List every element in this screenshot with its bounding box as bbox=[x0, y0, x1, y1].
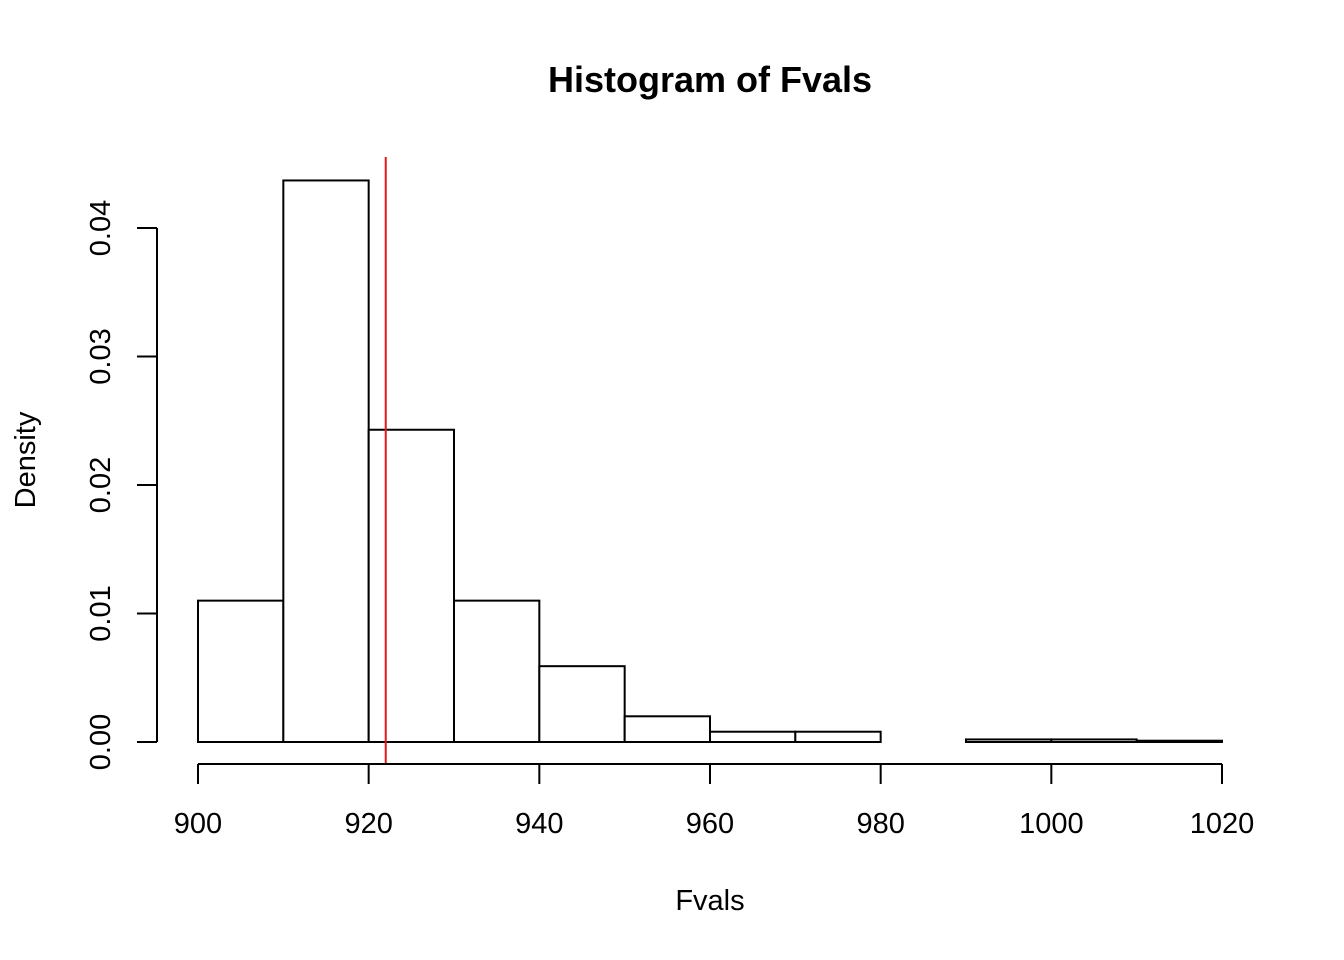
x-tick-label: 980 bbox=[856, 808, 904, 840]
x-axis-label: Fvals bbox=[675, 885, 744, 917]
histogram-bar bbox=[453, 599, 541, 744]
y-tick-label: 0.01 bbox=[85, 585, 117, 641]
x-tick-label: 960 bbox=[686, 808, 734, 840]
histogram-bar bbox=[623, 715, 712, 743]
y-tick-label: 0.02 bbox=[85, 457, 117, 513]
x-tick-label: 900 bbox=[174, 808, 222, 840]
histogram-bar bbox=[794, 730, 882, 743]
y-tick-label: 0.00 bbox=[85, 714, 117, 770]
histogram-bar bbox=[1050, 738, 1138, 743]
histogram-bar bbox=[709, 730, 797, 743]
chart-title: Histogram of Fvals bbox=[548, 59, 872, 100]
y-tick-label: 0.04 bbox=[85, 200, 117, 256]
x-tick-label: 1000 bbox=[1019, 808, 1084, 840]
y-tick-label: 0.03 bbox=[85, 328, 117, 384]
histogram-bar bbox=[538, 665, 626, 743]
x-tick-label: 920 bbox=[344, 808, 392, 840]
histogram-bar bbox=[965, 738, 1053, 743]
x-axis: 900 920 940 960 980 1000 1020 bbox=[174, 763, 1255, 840]
x-tick-label: 940 bbox=[515, 808, 563, 840]
y-axis: 0.00 0.01 0.02 0.03 0.04 bbox=[85, 200, 158, 770]
histogram-bar bbox=[197, 599, 285, 744]
y-axis-label: Density bbox=[10, 411, 42, 508]
x-tick-label: 1020 bbox=[1190, 808, 1255, 840]
histogram-bar bbox=[367, 428, 455, 743]
histogram-bar bbox=[282, 179, 370, 743]
histogram-bar bbox=[1135, 739, 1223, 744]
histogram-bars bbox=[197, 179, 1223, 744]
